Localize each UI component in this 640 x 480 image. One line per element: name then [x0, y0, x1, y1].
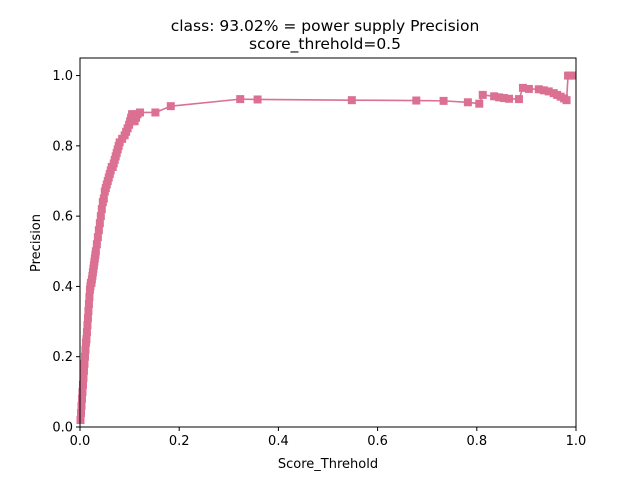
y-tick-label: 0.6 [52, 210, 73, 225]
data-point [91, 247, 100, 256]
y-tick-label: 1.0 [52, 69, 73, 84]
chart-title: class: 93.02% = power supply Precision [171, 17, 480, 35]
data-point [82, 335, 91, 344]
x-axis: 0.0 0.2 0.4 0.6 0.8 1.0 [70, 427, 587, 449]
data-point [76, 408, 85, 417]
data-point [490, 92, 499, 101]
data-point [166, 102, 175, 111]
data-point [136, 108, 145, 117]
data-point [478, 90, 487, 99]
data-point [505, 94, 514, 103]
data-point [83, 321, 92, 330]
data-point [567, 71, 576, 80]
data-point [539, 86, 548, 95]
x-tick-label: 0.2 [169, 434, 190, 449]
data-point [253, 95, 262, 104]
data-point [79, 366, 88, 375]
data-point [534, 85, 543, 94]
series-layer [76, 71, 576, 424]
data-point [151, 108, 160, 117]
y-tick-label: 0.0 [52, 421, 73, 436]
data-point [81, 345, 90, 354]
data-point [439, 96, 448, 105]
y-tick-label: 0.2 [52, 350, 73, 365]
series-line [79, 74, 572, 421]
data-point [79, 373, 88, 382]
data-point [83, 314, 92, 323]
data-point [94, 226, 103, 235]
data-point [80, 359, 89, 368]
plot-area-frame [79, 57, 577, 428]
data-point [84, 300, 93, 308]
data-point [82, 328, 91, 337]
data-point [495, 93, 504, 102]
x-tick-label: 0.8 [466, 434, 487, 449]
data-point [96, 212, 105, 221]
x-tick-label: 0.0 [70, 434, 91, 449]
data-point [97, 205, 106, 214]
data-point [95, 219, 104, 228]
data-point [463, 98, 472, 107]
data-point [92, 240, 101, 249]
y-axis: 0.0 0.2 0.4 0.6 0.8 1.0 [52, 69, 80, 436]
data-point [562, 96, 571, 105]
data-point [524, 84, 533, 93]
x-axis-label: Score_Threhold [278, 457, 378, 472]
y-tick-label: 0.4 [52, 280, 73, 295]
data-point [80, 352, 89, 361]
data-point [99, 194, 108, 203]
data-point [93, 233, 102, 242]
data-point [77, 394, 86, 403]
x-tick-label: 1.0 [566, 434, 587, 449]
data-point [518, 83, 527, 92]
data-point [78, 387, 87, 396]
data-point [78, 380, 87, 389]
data-point [77, 401, 86, 410]
data-point [544, 87, 553, 96]
y-axis-label: Precision [29, 214, 44, 272]
data-point [412, 96, 421, 105]
data-point [475, 99, 484, 108]
y-tick-label: 0.8 [52, 139, 73, 154]
x-tick-label: 0.4 [268, 434, 289, 449]
x-tick-label: 0.6 [367, 434, 388, 449]
data-point [85, 292, 94, 301]
chart-subtitle: score_threhold=0.5 [249, 35, 401, 54]
data-point [514, 95, 523, 104]
data-point [84, 307, 93, 316]
data-point [347, 96, 356, 105]
data-point [236, 95, 245, 104]
data-point [500, 94, 509, 103]
